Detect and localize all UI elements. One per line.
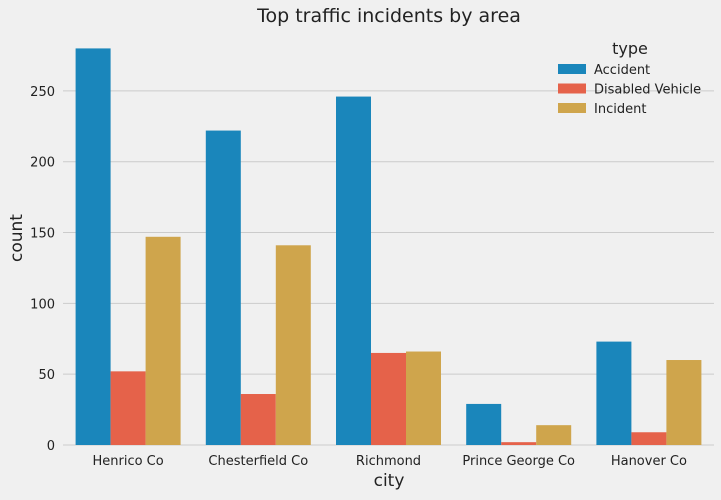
bar-incident — [536, 425, 572, 445]
bar-incident — [406, 351, 441, 445]
x-tick-label: Henrico Co — [92, 454, 163, 469]
bar-disabled-vehicle — [371, 352, 406, 445]
legend-swatch — [558, 64, 586, 74]
y-tick-label: 100 — [30, 297, 55, 312]
bar-disabled-vehicle — [240, 394, 276, 445]
bar-disabled-vehicle — [631, 432, 667, 445]
y-tick-label: 0 — [47, 439, 55, 454]
y-axis-label: count — [7, 214, 27, 262]
x-tick-label: Chesterfield Co — [208, 454, 308, 469]
bar-accident — [596, 341, 632, 445]
y-tick-label: 250 — [30, 85, 55, 100]
legend-label: Disabled Vehicle — [594, 83, 701, 98]
bar-incident — [666, 360, 702, 445]
legend-label: Accident — [594, 63, 650, 78]
x-tick-label: Hanover Co — [611, 454, 687, 469]
y-tick-label: 200 — [30, 156, 55, 171]
legend-label: Incident — [594, 102, 646, 117]
legend-swatch — [558, 103, 586, 113]
bar-accident — [466, 403, 502, 445]
y-tick-label: 50 — [38, 368, 55, 383]
x-axis-label: city — [374, 471, 405, 491]
bar-accident — [336, 96, 371, 445]
legend-swatch — [558, 83, 586, 94]
bar-incident — [145, 236, 181, 445]
bar-accident — [205, 130, 241, 445]
bar-incident — [275, 245, 311, 445]
bar-disabled-vehicle — [501, 442, 537, 445]
bar-accident — [75, 48, 111, 446]
chart-title: Top traffic incidents by area — [256, 5, 521, 27]
x-tick-label: Richmond — [356, 454, 421, 469]
legend-title: type — [612, 39, 648, 58]
legend: type Accident Disabled Vehicle Incident — [558, 39, 701, 117]
bar-disabled-vehicle — [110, 371, 146, 445]
x-tick-label: Prince George Co — [462, 454, 575, 469]
y-tick-label: 150 — [30, 227, 55, 242]
